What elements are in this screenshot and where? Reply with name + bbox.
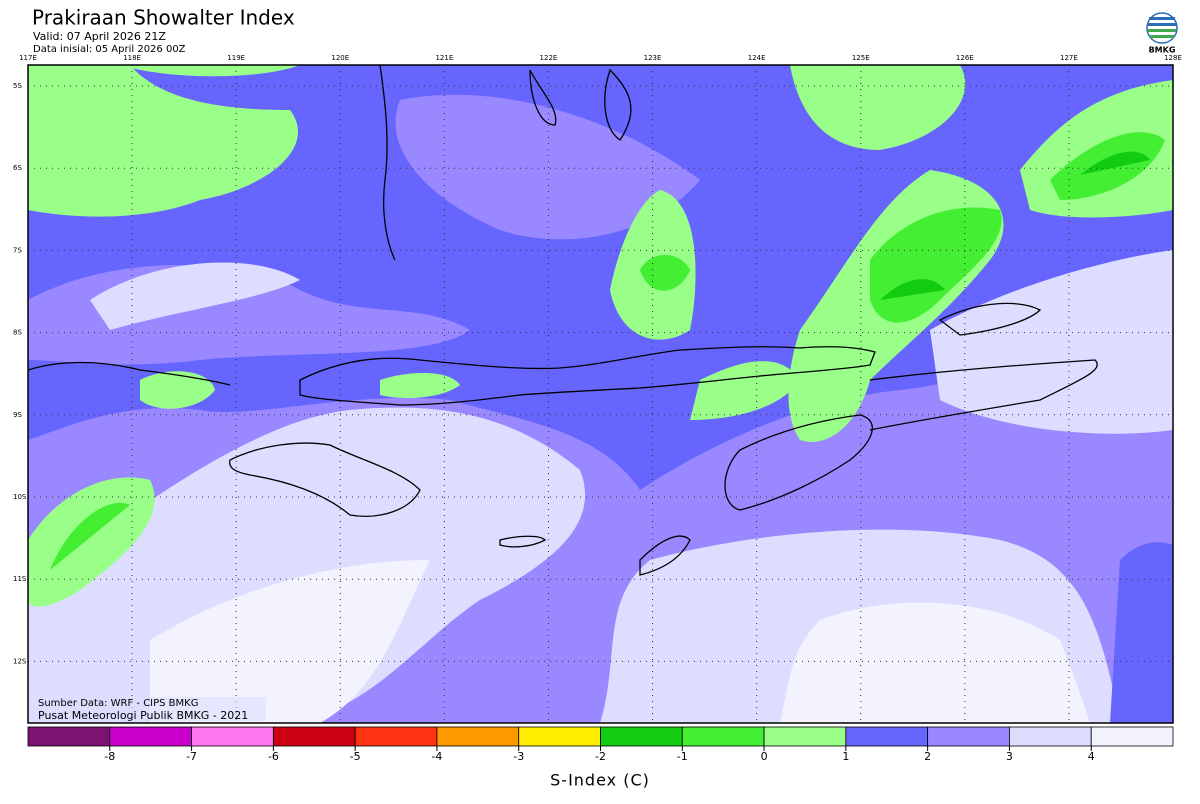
- lon-label: 121E: [435, 54, 453, 62]
- colorbar: -8 -7 -6 -5 -4 -3 -2 -1 0 1 2 3 4: [27, 726, 1174, 763]
- colorbar-tick-label: 3: [1006, 750, 1013, 763]
- graticule: 117E 118E 119E 120E 121E 122E 123E 124E 125E 126E…: [13, 54, 1182, 723]
- map-field: [28, 65, 1173, 723]
- lon-label: 122E: [540, 54, 558, 62]
- colorbar-tick-label: 0: [761, 750, 768, 763]
- colorbar-swatch: [681, 726, 765, 747]
- logo-text: BMKG: [1149, 46, 1176, 55]
- colorbar-swatch: [763, 726, 847, 747]
- lat-label: 8S: [13, 329, 22, 337]
- lon-label: 124E: [748, 54, 766, 62]
- lat-label: 7S: [13, 246, 22, 254]
- lon-label: 125E: [852, 54, 870, 62]
- colorbar-swatch: [436, 726, 520, 747]
- lon-label: 123E: [644, 54, 662, 62]
- lon-label: 126E: [956, 54, 974, 62]
- colorbar-swatch: [845, 726, 929, 747]
- colorbar-swatch: [518, 726, 601, 747]
- lat-label: 10S: [13, 493, 27, 501]
- colorbar-swatch: [109, 726, 192, 747]
- colorbar-tick-label: 4: [1088, 750, 1095, 763]
- colorbar-swatch: [272, 726, 356, 747]
- source-note: Sumber Data: WRF - CIPS BMKG: [38, 698, 198, 709]
- lat-label: 11S: [13, 575, 27, 583]
- colorbar-swatch: [354, 726, 438, 747]
- lon-label: 117E: [19, 54, 37, 62]
- initial-time: Data inisial: 05 April 2026 00Z: [33, 44, 186, 55]
- lon-label: 118E: [123, 54, 141, 62]
- colorbar-tick-label: -7: [186, 750, 197, 763]
- lat-label: 6S: [13, 164, 22, 172]
- colorbar-tick-label: -2: [595, 750, 606, 763]
- colorbar-label: S-Index (C): [550, 771, 650, 790]
- colorbar-tick-label: -4: [431, 750, 442, 763]
- lat-label: 5S: [13, 82, 22, 90]
- colorbar-tick-label: -3: [513, 750, 524, 763]
- lat-label: 9S: [13, 411, 22, 419]
- logo: BMKG: [1146, 12, 1178, 55]
- lon-label: 120E: [331, 54, 349, 62]
- colorbar-tick-label: -6: [268, 750, 279, 763]
- colorbar-swatch: [1090, 726, 1174, 747]
- colorbar-swatch: [600, 726, 683, 747]
- credit-box: [36, 697, 266, 721]
- lat-label: 12S: [13, 657, 27, 665]
- colorbar-tick-label: -1: [677, 750, 688, 763]
- colorbar-swatch: [1009, 726, 1092, 747]
- coastlines: [27, 64, 1098, 576]
- lon-label: 128E: [1164, 54, 1182, 62]
- credit-note: Pusat Meteorologi Publik BMKG - 2021: [38, 709, 248, 722]
- colorbar-tick-label: -5: [350, 750, 361, 763]
- lon-label: 119E: [227, 54, 245, 62]
- colorbar-swatch: [191, 726, 274, 747]
- map-frame: [27, 64, 1174, 724]
- title: Prakiraan Showalter Index: [32, 6, 295, 30]
- lon-label: 127E: [1060, 54, 1078, 62]
- colorbar-tick-label: 1: [842, 750, 849, 763]
- valid-time: Valid: 07 April 2026 21Z: [33, 30, 166, 43]
- colorbar-swatch: [927, 726, 1010, 747]
- colorbar-swatch: [27, 726, 111, 747]
- colorbar-tick-label: -8: [104, 750, 115, 763]
- colorbar-tick-label: 2: [924, 750, 931, 763]
